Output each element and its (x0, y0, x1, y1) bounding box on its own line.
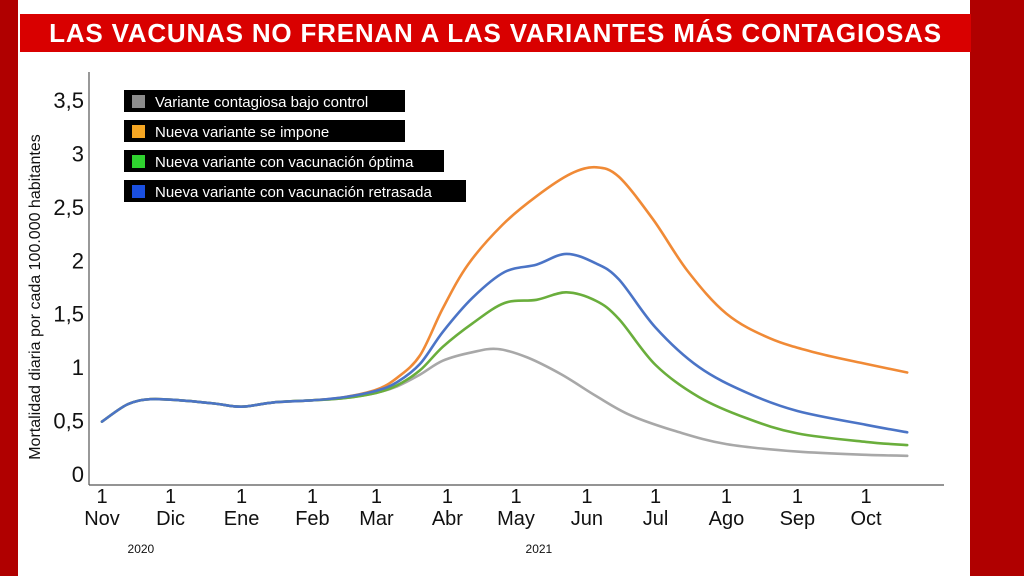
year-label: 2021 (526, 542, 553, 556)
year-label: 2020 (128, 542, 155, 556)
legend-item-background (124, 180, 466, 202)
legend-swatch (132, 185, 145, 198)
title-bar: LAS VACUNAS NO FRENAN A LAS VARIANTES MÁ… (20, 14, 971, 52)
legend-item-background (124, 120, 405, 142)
x-tick-day-label: 1 (860, 486, 871, 508)
x-tick-month-label: Abr (432, 508, 463, 530)
x-tick-month-label: Ene (224, 508, 260, 530)
x-tick-day-label: 1 (96, 486, 107, 508)
y-tick-label: 1,5 (53, 302, 84, 327)
y-axis-label: Mortalidad diaria por cada 100.000 habit… (27, 134, 44, 460)
series-line-3 (100, 290, 909, 447)
x-tick-month-label: Nov (84, 508, 120, 530)
series-line-4 (100, 252, 909, 434)
y-tick-label: 0 (72, 462, 84, 487)
series-line-2 (100, 165, 909, 423)
legend-label: Nueva variante con vacunación óptima (155, 154, 414, 171)
x-tick-month-label: Oct (850, 508, 882, 530)
x-tick-day-label: 1 (581, 486, 592, 508)
x-tick-day-label: 1 (510, 486, 521, 508)
y-tick-label: 3 (72, 141, 84, 166)
legend-label: Nueva variante con vacunación retrasada (155, 184, 432, 201)
legend-label: Variante contagiosa bajo control (155, 94, 368, 111)
y-tick-label: 1 (72, 355, 84, 380)
page-title: LAS VACUNAS NO FRENAN A LAS VARIANTES MÁ… (49, 17, 942, 48)
x-tick-month-label: Ago (709, 508, 745, 530)
legend-swatch (132, 125, 145, 138)
y-tick-label: 0,5 (53, 409, 84, 434)
y-tick-label: 2 (72, 248, 84, 273)
x-tick-month-label: Sep (780, 508, 816, 530)
y-tick-label: 2,5 (53, 195, 84, 220)
x-tick-month-label: Mar (359, 508, 394, 530)
x-tick-day-label: 1 (307, 486, 318, 508)
x-tick-day-label: 1 (650, 486, 661, 508)
x-tick-month-label: Jun (571, 508, 603, 530)
legend-item-background (124, 90, 405, 112)
x-tick-month-label: Feb (295, 508, 329, 530)
x-tick-month-label: Jul (643, 508, 669, 530)
x-tick-day-label: 1 (721, 486, 732, 508)
y-tick-label: 3,5 (53, 88, 84, 113)
x-tick-day-label: 1 (165, 486, 176, 508)
legend-item-background (124, 150, 444, 172)
legend-swatch (132, 95, 145, 108)
legend-swatch (132, 155, 145, 168)
x-tick-day-label: 1 (371, 486, 382, 508)
x-tick-day-label: 1 (442, 486, 453, 508)
legend-label: Nueva variante se impone (155, 124, 329, 141)
x-tick-day-label: 1 (792, 486, 803, 508)
x-tick-month-label: May (497, 508, 535, 530)
x-tick-day-label: 1 (236, 486, 247, 508)
x-tick-month-label: Dic (156, 508, 185, 530)
series-line-1 (100, 347, 909, 458)
